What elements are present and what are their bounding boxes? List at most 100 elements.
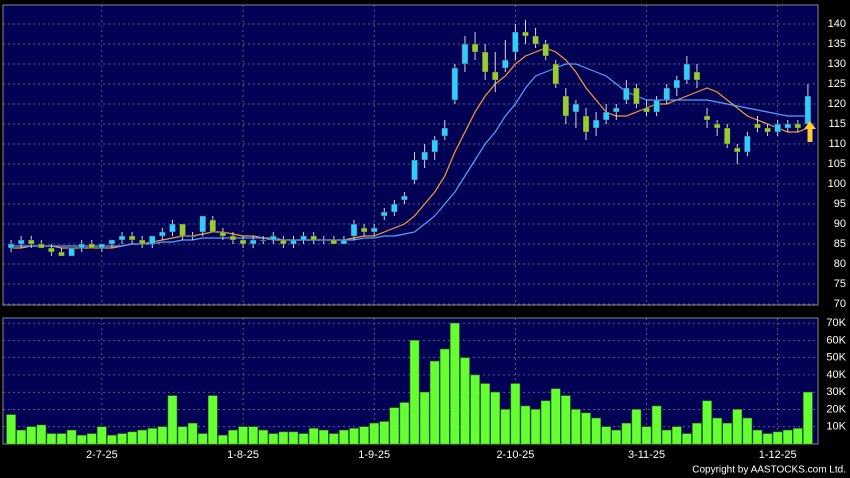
candle-body bbox=[572, 103, 580, 113]
candle-body bbox=[744, 135, 751, 153]
y-tick-label: 20K bbox=[826, 403, 846, 415]
y-tick-label: 110 bbox=[828, 138, 846, 150]
volume-bar bbox=[803, 391, 813, 445]
volume-bar bbox=[621, 423, 632, 445]
candle-body bbox=[199, 215, 206, 233]
y-tick-label: 10K bbox=[826, 421, 846, 433]
volume-bar bbox=[36, 424, 47, 445]
volume-bar bbox=[641, 426, 652, 445]
candle-body bbox=[693, 71, 701, 81]
candle-body bbox=[320, 239, 327, 242]
candle-body bbox=[431, 139, 438, 153]
candle-body bbox=[754, 123, 761, 129]
candle-body bbox=[381, 211, 388, 217]
y-tick-label: 70 bbox=[834, 298, 846, 310]
candle-body bbox=[270, 235, 277, 241]
volume-bar bbox=[389, 407, 400, 445]
volume-bar bbox=[540, 400, 551, 445]
candle-body bbox=[118, 235, 126, 241]
y-tick-label: 80 bbox=[834, 258, 846, 270]
volume-bar bbox=[238, 426, 248, 445]
candle-body bbox=[310, 235, 317, 241]
candle-body bbox=[724, 127, 731, 145]
candle-body bbox=[179, 223, 186, 237]
candle-body bbox=[542, 43, 549, 57]
candle-body bbox=[401, 195, 408, 201]
volume-bar bbox=[66, 429, 77, 445]
volume-bar bbox=[782, 429, 793, 445]
candle-body bbox=[169, 223, 176, 233]
volume-bar bbox=[218, 435, 228, 445]
x-tick-label: 1-12-25 bbox=[759, 449, 797, 461]
volume-bar bbox=[550, 388, 561, 445]
volume-bar bbox=[611, 429, 622, 445]
y-tick-label: 70K bbox=[826, 317, 846, 329]
volume-bar bbox=[308, 428, 319, 445]
x-tick-label: 2-7-25 bbox=[86, 449, 118, 461]
y-tick-label: 140 bbox=[828, 18, 846, 30]
volume-bar bbox=[117, 433, 127, 445]
volume-bar bbox=[127, 431, 137, 445]
candle-body bbox=[613, 107, 620, 113]
volume-bar bbox=[197, 433, 208, 445]
candle-body bbox=[774, 123, 781, 133]
volume-bar bbox=[571, 409, 581, 445]
volume-bar bbox=[490, 391, 500, 445]
volume-bar bbox=[268, 433, 279, 445]
candle-body bbox=[68, 247, 75, 257]
volume-bar bbox=[470, 374, 480, 445]
copyright: Copyright by AASTOCKS.com Ltd. bbox=[692, 465, 846, 476]
volume-bar bbox=[440, 348, 450, 445]
candle-body bbox=[592, 119, 600, 129]
volume-bar bbox=[359, 426, 369, 445]
y-tick-label: 135 bbox=[828, 38, 846, 50]
volume-bar bbox=[702, 400, 712, 445]
y-tick-label: 125 bbox=[828, 78, 846, 90]
volume-bar bbox=[561, 395, 571, 445]
candle-body bbox=[229, 235, 237, 241]
volume-bar bbox=[187, 423, 198, 445]
candle-body bbox=[249, 239, 257, 245]
candle-body bbox=[562, 95, 570, 117]
y-tick-label: 60K bbox=[826, 334, 846, 346]
volume-bar bbox=[16, 429, 26, 445]
y-tick-label: 75 bbox=[834, 278, 846, 290]
volume-bar bbox=[651, 405, 662, 445]
volume-bar bbox=[339, 429, 349, 445]
volume-bar bbox=[419, 391, 430, 445]
volume-bar bbox=[601, 426, 611, 445]
volume-bar bbox=[742, 417, 753, 445]
candle-body bbox=[683, 63, 691, 81]
volume-bar bbox=[752, 429, 763, 445]
volume-bar bbox=[258, 429, 268, 445]
volume-bar bbox=[87, 433, 97, 445]
volume-bar bbox=[46, 433, 57, 445]
candle-body bbox=[713, 123, 721, 129]
volume-bar bbox=[793, 428, 803, 445]
volume-bar bbox=[76, 435, 87, 445]
volume-bar bbox=[399, 402, 410, 445]
volume-bar bbox=[228, 429, 238, 445]
volume-bar bbox=[772, 431, 783, 445]
volume-bar bbox=[732, 409, 743, 445]
candle-body bbox=[653, 99, 660, 113]
y-tick-label: 95 bbox=[834, 198, 846, 210]
candle-body bbox=[7, 243, 15, 249]
volume-bar bbox=[480, 383, 490, 445]
volume-bar bbox=[631, 409, 642, 445]
volume-bar bbox=[530, 409, 541, 445]
volume-bar bbox=[147, 428, 158, 445]
y-tick-label: 90 bbox=[834, 218, 846, 230]
candle-body bbox=[17, 239, 25, 245]
candle-body bbox=[471, 43, 479, 53]
candle-body bbox=[522, 31, 529, 37]
candle-body bbox=[260, 239, 267, 242]
candle-body bbox=[461, 43, 469, 65]
candle-body bbox=[209, 219, 217, 233]
volume-bar bbox=[581, 412, 591, 445]
volume-bar bbox=[319, 429, 329, 445]
volume-bar bbox=[6, 414, 16, 445]
candle-body bbox=[643, 107, 650, 113]
candle-body bbox=[391, 203, 398, 213]
marker-arrow bbox=[804, 121, 816, 142]
